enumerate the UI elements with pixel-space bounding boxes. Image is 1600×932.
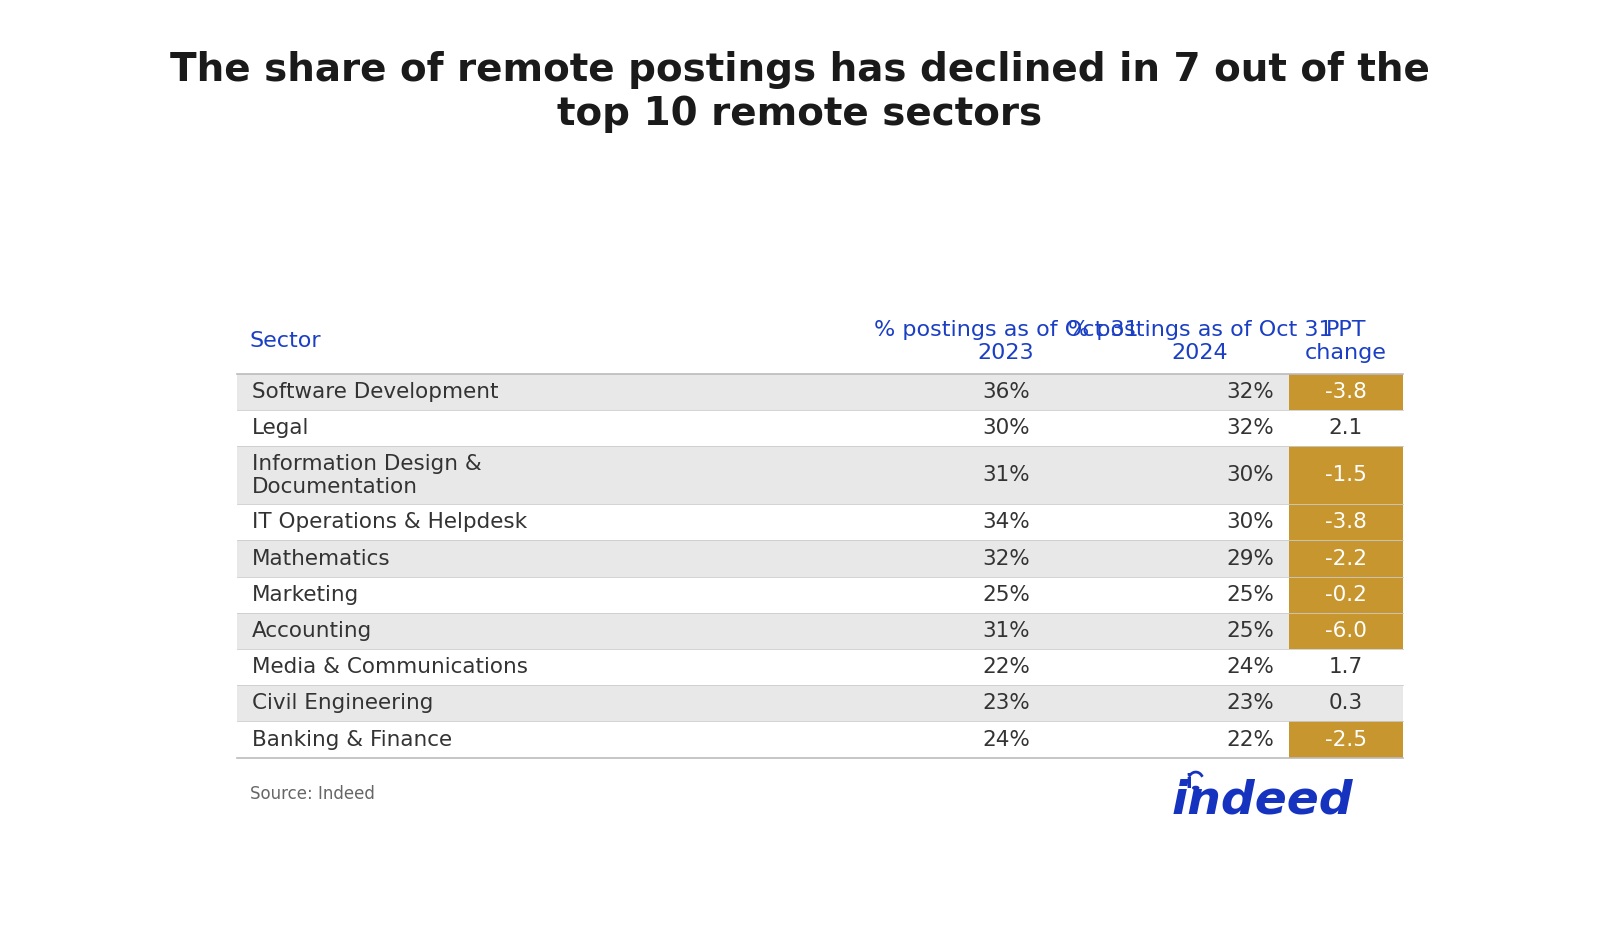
Text: Legal: Legal bbox=[253, 418, 309, 438]
Text: 34%: 34% bbox=[982, 513, 1030, 532]
Text: 32%: 32% bbox=[982, 549, 1030, 569]
Bar bbox=[1288, 410, 1403, 446]
Bar bbox=[1288, 721, 1403, 758]
Text: Software Development: Software Development bbox=[253, 382, 499, 402]
Text: i: i bbox=[1186, 774, 1192, 792]
Bar bbox=[1288, 649, 1403, 685]
Text: 25%: 25% bbox=[1226, 621, 1274, 641]
Text: Banking & Finance: Banking & Finance bbox=[253, 730, 453, 749]
Text: % postings as of Oct 31
2024: % postings as of Oct 31 2024 bbox=[1067, 320, 1333, 363]
Bar bbox=[237, 613, 1288, 649]
Text: -0.2: -0.2 bbox=[1325, 584, 1366, 605]
Text: -1.5: -1.5 bbox=[1325, 465, 1366, 486]
Text: Media & Communications: Media & Communications bbox=[253, 657, 528, 678]
Bar bbox=[237, 410, 1288, 446]
Text: 22%: 22% bbox=[1226, 730, 1274, 749]
Bar bbox=[1288, 374, 1403, 410]
Text: IT Operations & Helpdesk: IT Operations & Helpdesk bbox=[253, 513, 528, 532]
Bar bbox=[1288, 685, 1403, 721]
Text: 32%: 32% bbox=[1226, 382, 1274, 402]
Text: 30%: 30% bbox=[1226, 465, 1274, 486]
Text: 24%: 24% bbox=[1226, 657, 1274, 678]
Circle shape bbox=[1192, 786, 1200, 790]
Text: PPT
change: PPT change bbox=[1306, 320, 1387, 363]
Text: indeed: indeed bbox=[1171, 778, 1354, 823]
Text: 23%: 23% bbox=[1226, 693, 1274, 713]
Text: Marketing: Marketing bbox=[253, 584, 360, 605]
Text: -3.8: -3.8 bbox=[1325, 513, 1366, 532]
Text: 36%: 36% bbox=[982, 382, 1030, 402]
Text: % postings as of Oct 31
2023: % postings as of Oct 31 2023 bbox=[874, 320, 1138, 363]
Bar bbox=[237, 649, 1288, 685]
Bar bbox=[237, 541, 1288, 577]
Bar bbox=[237, 446, 1288, 504]
Text: -2.5: -2.5 bbox=[1325, 730, 1366, 749]
Text: 29%: 29% bbox=[1226, 549, 1274, 569]
Text: 25%: 25% bbox=[1226, 584, 1274, 605]
Bar bbox=[237, 577, 1288, 613]
Text: -2.2: -2.2 bbox=[1325, 549, 1366, 569]
Bar bbox=[1288, 504, 1403, 541]
Text: 25%: 25% bbox=[982, 584, 1030, 605]
Text: 31%: 31% bbox=[982, 621, 1030, 641]
Bar bbox=[1288, 541, 1403, 577]
Text: Civil Engineering: Civil Engineering bbox=[253, 693, 434, 713]
Text: 0.3: 0.3 bbox=[1328, 693, 1363, 713]
Bar bbox=[237, 721, 1288, 758]
Bar bbox=[237, 685, 1288, 721]
Text: Sector: Sector bbox=[250, 332, 322, 351]
Text: 1.7: 1.7 bbox=[1328, 657, 1363, 678]
Bar bbox=[237, 374, 1288, 410]
Text: 24%: 24% bbox=[982, 730, 1030, 749]
Bar bbox=[237, 504, 1288, 541]
Text: 30%: 30% bbox=[1226, 513, 1274, 532]
Text: 2.1: 2.1 bbox=[1328, 418, 1363, 438]
Text: 32%: 32% bbox=[1226, 418, 1274, 438]
Text: 23%: 23% bbox=[982, 693, 1030, 713]
Text: Information Design &
Documentation: Information Design & Documentation bbox=[253, 454, 482, 497]
Text: 30%: 30% bbox=[982, 418, 1030, 438]
Text: -3.8: -3.8 bbox=[1325, 382, 1366, 402]
Text: 31%: 31% bbox=[982, 465, 1030, 486]
Text: Mathematics: Mathematics bbox=[253, 549, 390, 569]
Bar bbox=[1288, 577, 1403, 613]
Text: -6.0: -6.0 bbox=[1325, 621, 1366, 641]
Text: 22%: 22% bbox=[982, 657, 1030, 678]
Text: The share of remote postings has declined in 7 out of the
top 10 remote sectors: The share of remote postings has decline… bbox=[170, 51, 1430, 133]
Text: Source: Indeed: Source: Indeed bbox=[250, 785, 374, 802]
Bar bbox=[1288, 613, 1403, 649]
Text: Accounting: Accounting bbox=[253, 621, 373, 641]
Bar bbox=[1288, 446, 1403, 504]
